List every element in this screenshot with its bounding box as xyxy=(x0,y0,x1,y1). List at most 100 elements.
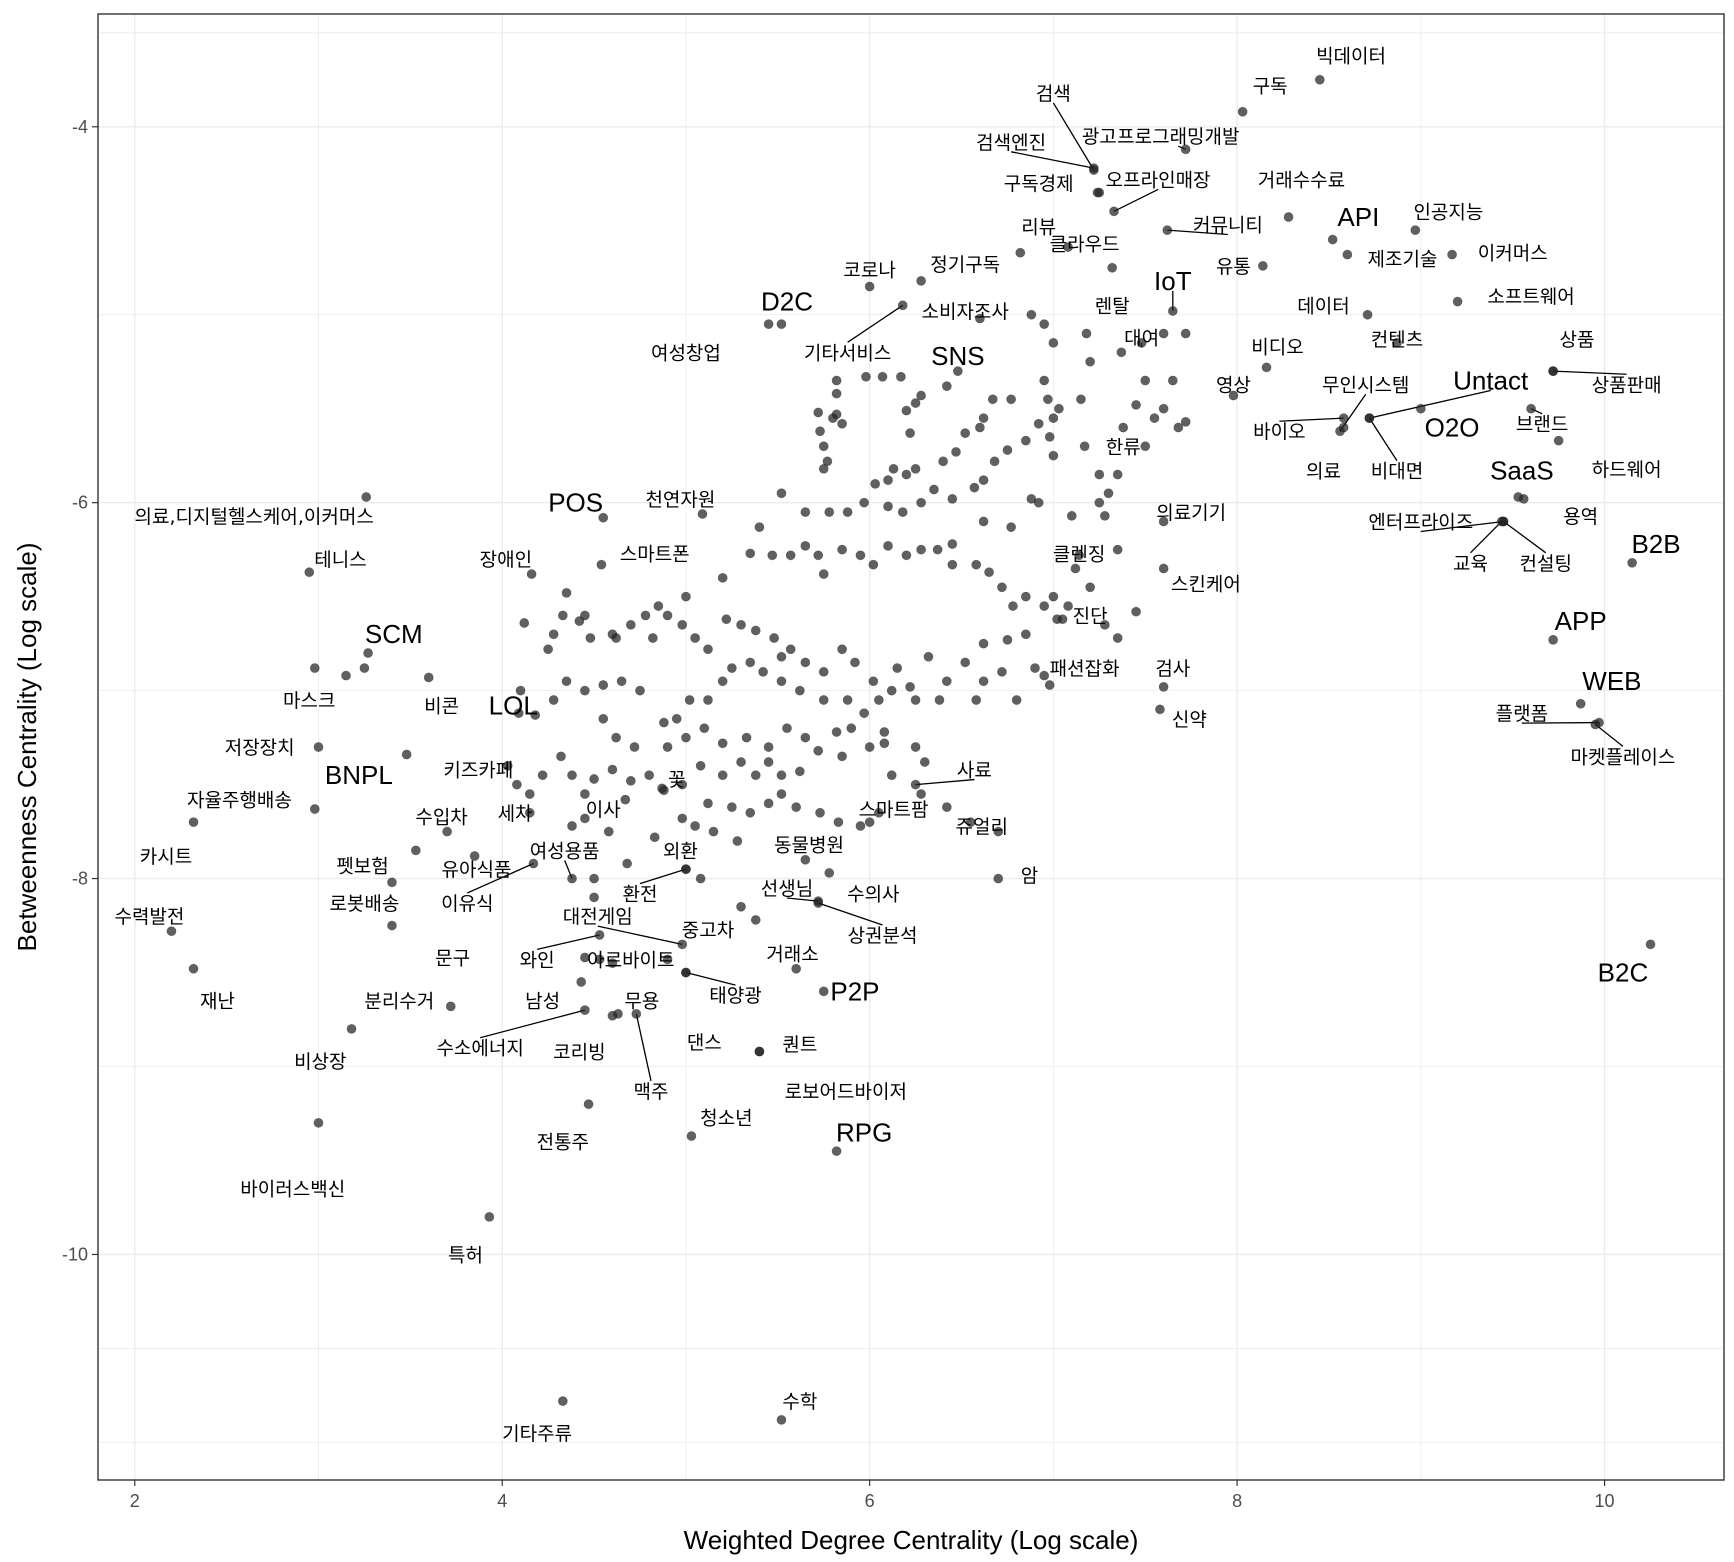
data-point xyxy=(813,745,824,756)
data-point xyxy=(767,550,778,561)
data-point xyxy=(873,807,884,818)
leader-line xyxy=(1113,188,1159,212)
point-label: SNS xyxy=(931,341,984,371)
point-label: 거래소 xyxy=(766,944,818,966)
labeled-data-point xyxy=(800,854,811,865)
data-point xyxy=(997,582,1007,593)
labeled-data-point xyxy=(1015,247,1026,258)
labeled-data-point xyxy=(818,986,829,997)
data-point xyxy=(662,742,673,752)
labeled-data-point xyxy=(686,1131,697,1141)
point-label: 수소에너지 xyxy=(436,1038,523,1060)
data-point xyxy=(859,497,870,508)
labeled-data-point xyxy=(754,1046,765,1057)
data-point xyxy=(1149,413,1160,423)
data-point xyxy=(919,757,930,767)
data-point xyxy=(831,388,842,399)
leader-line xyxy=(1279,417,1344,422)
labeled-data-point xyxy=(1526,403,1536,414)
data-point xyxy=(607,764,618,775)
data-point xyxy=(1063,601,1073,611)
labeled-data-point xyxy=(1548,366,1559,377)
data-point xyxy=(897,507,908,517)
data-point xyxy=(763,742,774,752)
point-label: 이유식 xyxy=(441,893,493,915)
data-point xyxy=(1103,488,1114,499)
data-point xyxy=(1042,394,1053,405)
point-label: WEB xyxy=(1582,666,1641,696)
data-point xyxy=(736,619,746,630)
point-label: 저장장치 xyxy=(225,737,295,759)
point-label: 광고 xyxy=(1082,126,1117,148)
labeled-data-point xyxy=(1392,338,1402,348)
data-point xyxy=(640,610,651,621)
point-label: API xyxy=(1337,202,1379,232)
data-point xyxy=(886,770,897,781)
data-point xyxy=(745,548,756,559)
data-point xyxy=(984,567,994,578)
point-label: D2C xyxy=(761,287,813,317)
data-point xyxy=(736,757,746,767)
leader-line xyxy=(1420,520,1504,533)
labeled-data-point xyxy=(1410,225,1421,236)
labeled-data-point xyxy=(677,939,688,950)
labeled-data-point xyxy=(1553,435,1564,446)
data-point xyxy=(1158,403,1169,414)
leader-line xyxy=(1369,389,1491,419)
labeled-data-point xyxy=(1257,260,1268,271)
labeled-data-point xyxy=(1548,634,1559,645)
y-tick-label: -10 xyxy=(62,1244,88,1264)
data-point xyxy=(658,717,669,728)
labeled-data-point xyxy=(1364,413,1375,423)
data-point xyxy=(941,802,952,813)
point-label: 맥주 xyxy=(634,1081,669,1103)
labeled-data-point xyxy=(596,559,607,570)
data-point xyxy=(690,821,701,831)
data-point xyxy=(1039,670,1050,681)
leader-line xyxy=(1553,370,1627,375)
labeled-data-point xyxy=(1498,516,1509,527)
point-label: 커뮤니티 xyxy=(1193,215,1263,237)
point-label: 동물병원 xyxy=(774,835,844,857)
data-point xyxy=(1002,634,1013,645)
data-point xyxy=(888,463,899,474)
point-label: 오프라인매장 xyxy=(1106,169,1211,191)
data-point xyxy=(864,742,875,752)
point-label: 태양광 xyxy=(709,985,761,1007)
point-label: 바이러스백신 xyxy=(240,1179,345,1201)
data-point xyxy=(868,676,879,687)
labeled-data-point xyxy=(1158,563,1169,574)
point-label: 재난 xyxy=(200,991,235,1013)
point-label: LOL xyxy=(489,691,538,721)
data-point xyxy=(769,633,780,643)
y-tick-label: -6 xyxy=(72,493,88,513)
labeled-data-point xyxy=(502,760,513,771)
data-point xyxy=(1044,431,1055,442)
data-point xyxy=(837,644,848,655)
data-point xyxy=(818,666,829,677)
data-point xyxy=(681,591,691,602)
labeled-data-point xyxy=(387,877,397,888)
labeled-data-point xyxy=(1452,296,1463,307)
point-label: 암 xyxy=(1021,865,1038,887)
y-tick-label: -8 xyxy=(72,869,88,889)
point-label: 키즈카페 xyxy=(443,760,513,782)
data-point xyxy=(910,742,921,752)
data-point xyxy=(567,770,577,781)
point-label: 클렌징 xyxy=(1053,543,1105,565)
data-point xyxy=(969,482,980,493)
data-point xyxy=(886,685,897,696)
labeled-data-point xyxy=(1155,704,1165,715)
data-point xyxy=(916,789,927,799)
point-label: 교육 xyxy=(1453,553,1488,575)
data-point xyxy=(905,428,915,439)
labeled-data-point xyxy=(1180,144,1191,155)
data-point xyxy=(1039,375,1050,386)
data-point xyxy=(776,676,787,687)
data-point xyxy=(579,789,590,799)
data-point xyxy=(916,390,927,401)
data-point xyxy=(524,789,535,799)
leader-line xyxy=(479,1009,586,1039)
data-point xyxy=(978,413,989,423)
data-point xyxy=(703,695,713,705)
